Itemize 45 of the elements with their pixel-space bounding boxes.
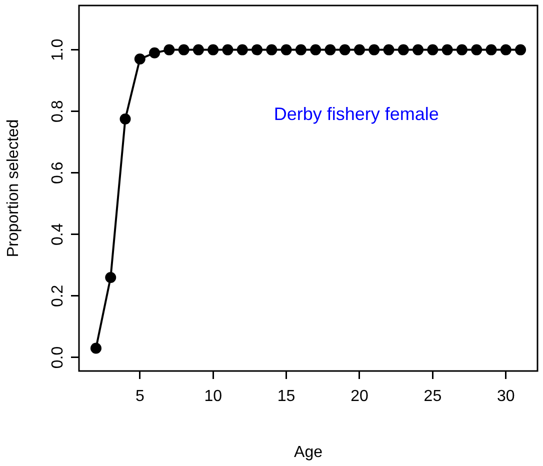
x-tick-label: 25 [424, 388, 442, 406]
point [252, 44, 263, 56]
point [280, 44, 292, 56]
point [500, 44, 512, 56]
x-tick-label: 30 [496, 388, 515, 406]
point [222, 44, 234, 56]
y-tick-label: 1.0 [49, 38, 66, 61]
point [383, 44, 394, 56]
x-tick-label: 10 [204, 388, 222, 406]
point [134, 54, 146, 65]
point [398, 44, 409, 56]
annotation: Derby fishery female [274, 104, 439, 124]
point [178, 44, 190, 56]
point [412, 44, 424, 56]
point [427, 44, 438, 56]
point [120, 114, 131, 125]
point [236, 44, 248, 56]
point [266, 44, 278, 56]
x-tick-label: 5 [135, 388, 144, 406]
y-tick-label: 0.0 [49, 346, 66, 369]
point [324, 44, 336, 56]
point [164, 44, 175, 56]
x-axis-title: Age [294, 444, 323, 461]
y-tick-label: 0.8 [49, 100, 66, 122]
point [192, 44, 204, 56]
x-tick-label: 20 [350, 388, 368, 406]
point [368, 44, 380, 56]
point [105, 272, 116, 283]
point [310, 44, 322, 56]
point [295, 44, 306, 56]
point [456, 44, 468, 56]
y-tick-label: 0.6 [49, 162, 66, 184]
point [486, 44, 497, 56]
point [515, 44, 526, 56]
point [149, 47, 160, 58]
point [90, 342, 102, 354]
point [208, 44, 219, 56]
point [354, 44, 365, 56]
point [471, 44, 482, 56]
point [442, 44, 453, 56]
y-tick-label: 0.2 [49, 284, 66, 308]
y-tick-label: 0.4 [49, 223, 66, 246]
y-axis-title: Proportion selected [5, 119, 22, 258]
point [339, 44, 350, 56]
x-tick-label: 15 [277, 388, 296, 406]
